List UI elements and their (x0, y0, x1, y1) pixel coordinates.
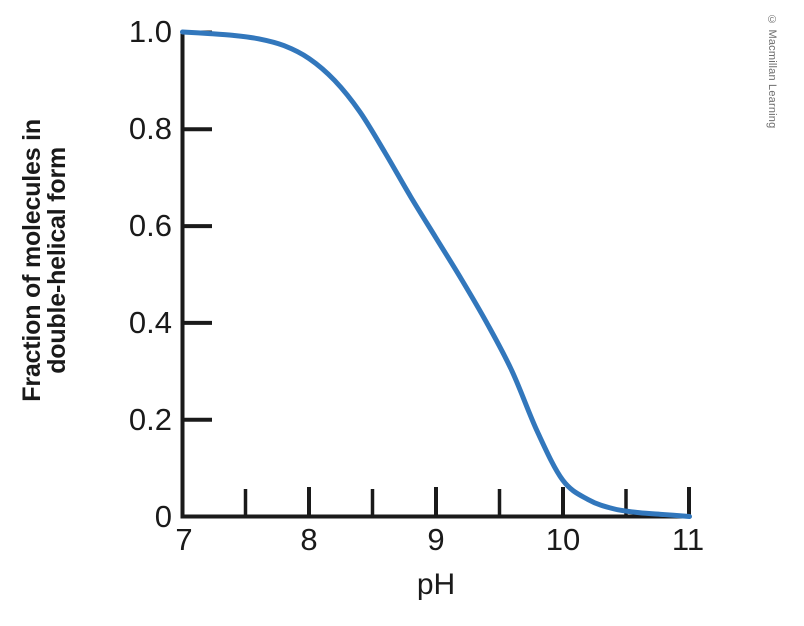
y-tick-label-0-4: 0.4 (128, 305, 172, 340)
y-tick-label-0-8: 0.8 (128, 111, 172, 146)
x-tick-label-10: 10 (545, 522, 581, 557)
x-tick-label-11: 11 (671, 522, 705, 557)
y-tick-label-1-0: 1.0 (128, 14, 172, 49)
x-tick-label-9: 9 (427, 522, 445, 557)
x-tick-label-8: 8 (300, 522, 318, 557)
y-tick-label-0: 0 (154, 499, 172, 534)
data-curve-denaturation (180, 29, 692, 519)
y-axis-ticks (182, 30, 212, 422)
y-tick-label-0-2: 0.2 (128, 402, 172, 437)
y-tick-label-0-6: 0.6 (128, 208, 172, 243)
x-axis-major-ticks (307, 487, 691, 516)
copyright-credit: © Macmillan Learning (766, 14, 778, 129)
x-tick-label-7: 7 (175, 522, 193, 557)
y-axis-tick-labels: 1.0 0.8 0.6 0.4 0.2 0 (96, 0, 172, 626)
x-axis-title: pH (416, 568, 456, 601)
